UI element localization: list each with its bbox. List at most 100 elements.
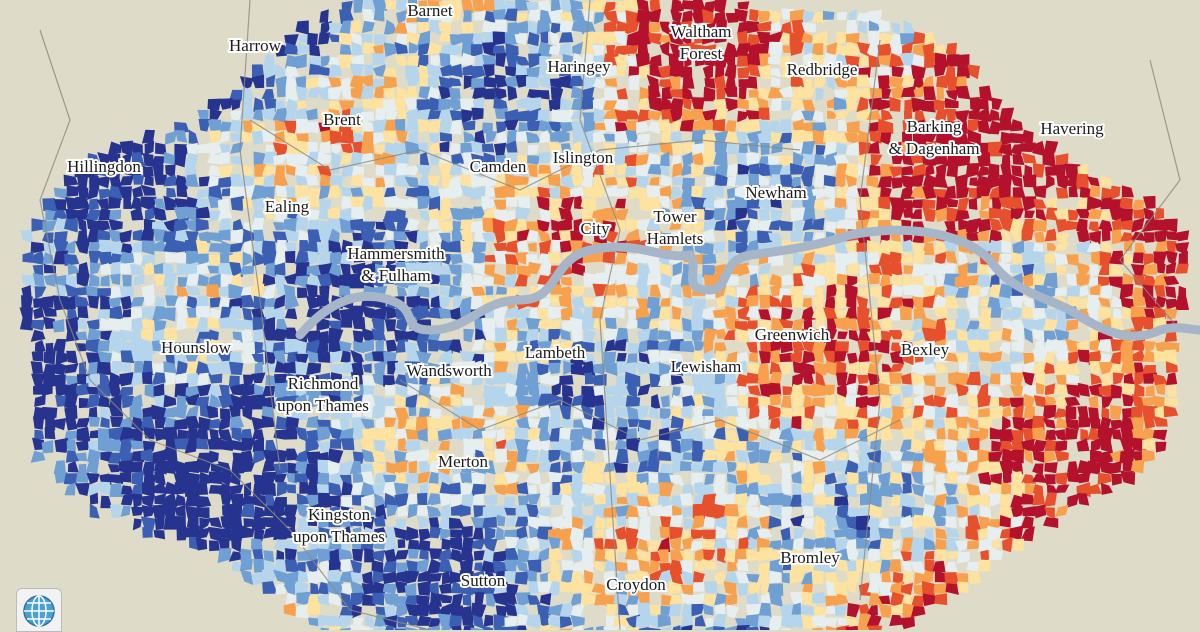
ward-area xyxy=(1031,250,1046,263)
ward-area xyxy=(87,295,100,309)
ward-area xyxy=(869,527,882,541)
ward-area xyxy=(130,440,146,450)
ward-area xyxy=(803,232,814,244)
ward-area xyxy=(1132,252,1144,264)
ward-area xyxy=(746,592,760,606)
ward-area xyxy=(988,239,1004,256)
ward-area xyxy=(628,298,640,307)
ward-area xyxy=(702,228,716,242)
ward-area xyxy=(208,471,223,485)
ward-area xyxy=(349,305,365,321)
ward-area xyxy=(823,130,838,143)
borough-label: Islington xyxy=(553,148,614,167)
ward-area xyxy=(968,108,981,120)
ward-area xyxy=(197,274,209,287)
ward-area xyxy=(670,330,684,342)
ward-area xyxy=(173,404,188,419)
ward-area xyxy=(154,198,166,210)
ward-area xyxy=(812,591,827,604)
ward-area xyxy=(803,42,817,58)
ward-area xyxy=(404,230,420,244)
ward-area xyxy=(737,360,747,373)
ward-area xyxy=(1011,341,1025,353)
ward-area xyxy=(164,371,176,386)
ward-area xyxy=(285,592,299,604)
ward-area xyxy=(284,484,296,494)
ward-area xyxy=(913,284,926,298)
ward-area xyxy=(998,296,1014,310)
ward-area xyxy=(944,572,960,586)
ward-area xyxy=(581,419,594,430)
ward-area xyxy=(814,525,827,539)
ward-area xyxy=(913,142,925,156)
ward-area xyxy=(945,263,957,276)
borough-label: Bromley xyxy=(780,548,840,567)
ward-area xyxy=(450,492,464,507)
ward-area xyxy=(186,514,199,528)
ward-area xyxy=(373,85,385,101)
ward-area xyxy=(943,417,959,431)
ward-area xyxy=(1153,295,1167,311)
ward-area xyxy=(459,296,474,311)
ward-area xyxy=(461,251,475,267)
ward-area xyxy=(638,19,651,35)
ward-area xyxy=(450,504,463,516)
ward-area xyxy=(846,471,860,485)
ward-area xyxy=(538,514,551,529)
ward-area xyxy=(911,64,926,79)
globe-button[interactable] xyxy=(16,588,62,632)
ward-area xyxy=(185,472,201,484)
ward-area xyxy=(935,251,948,266)
ward-area xyxy=(658,79,673,90)
ward-area xyxy=(911,174,925,188)
ward-area xyxy=(273,251,289,266)
ward-area xyxy=(305,284,318,300)
ward-area xyxy=(439,152,453,167)
ward-area xyxy=(724,406,740,417)
ward-area xyxy=(967,141,981,157)
ward-area xyxy=(64,404,78,420)
ward-area xyxy=(580,341,595,352)
ward-area xyxy=(242,120,255,134)
ward-area xyxy=(725,351,740,364)
ward-area xyxy=(868,164,881,176)
ward-area xyxy=(448,284,463,298)
ward-area xyxy=(438,470,452,484)
ward-area xyxy=(294,53,307,69)
ward-area xyxy=(932,329,946,343)
ward-area xyxy=(945,250,958,264)
ward-area xyxy=(647,261,661,278)
ward-area xyxy=(272,497,287,509)
ward-area xyxy=(932,450,946,464)
ward-area xyxy=(944,393,959,410)
ward-area xyxy=(768,174,784,187)
ward-area xyxy=(361,375,376,386)
ward-area xyxy=(660,297,671,307)
ward-area xyxy=(526,221,541,233)
ward-area xyxy=(735,441,750,451)
ward-area xyxy=(339,383,353,398)
ward-area xyxy=(122,274,132,287)
ward-area xyxy=(108,228,124,243)
ward-area xyxy=(1143,232,1155,243)
ward-area xyxy=(889,451,904,461)
ward-area xyxy=(714,416,727,428)
ward-area xyxy=(461,120,476,131)
ward-area xyxy=(824,472,837,486)
ward-area xyxy=(757,562,772,574)
ward-area xyxy=(75,482,90,496)
ward-area xyxy=(790,64,802,76)
ward-area xyxy=(1065,319,1079,332)
ward-area xyxy=(921,100,936,113)
ward-area xyxy=(859,361,870,374)
ward-area xyxy=(516,481,529,495)
ward-area xyxy=(264,306,275,321)
ward-area xyxy=(1047,242,1059,251)
ward-area xyxy=(295,107,310,123)
ward-area xyxy=(275,583,287,595)
ward-area xyxy=(679,65,693,78)
ward-area xyxy=(701,395,715,408)
ward-area xyxy=(506,318,520,332)
ward-area xyxy=(1165,262,1177,274)
ward-area xyxy=(231,427,242,442)
